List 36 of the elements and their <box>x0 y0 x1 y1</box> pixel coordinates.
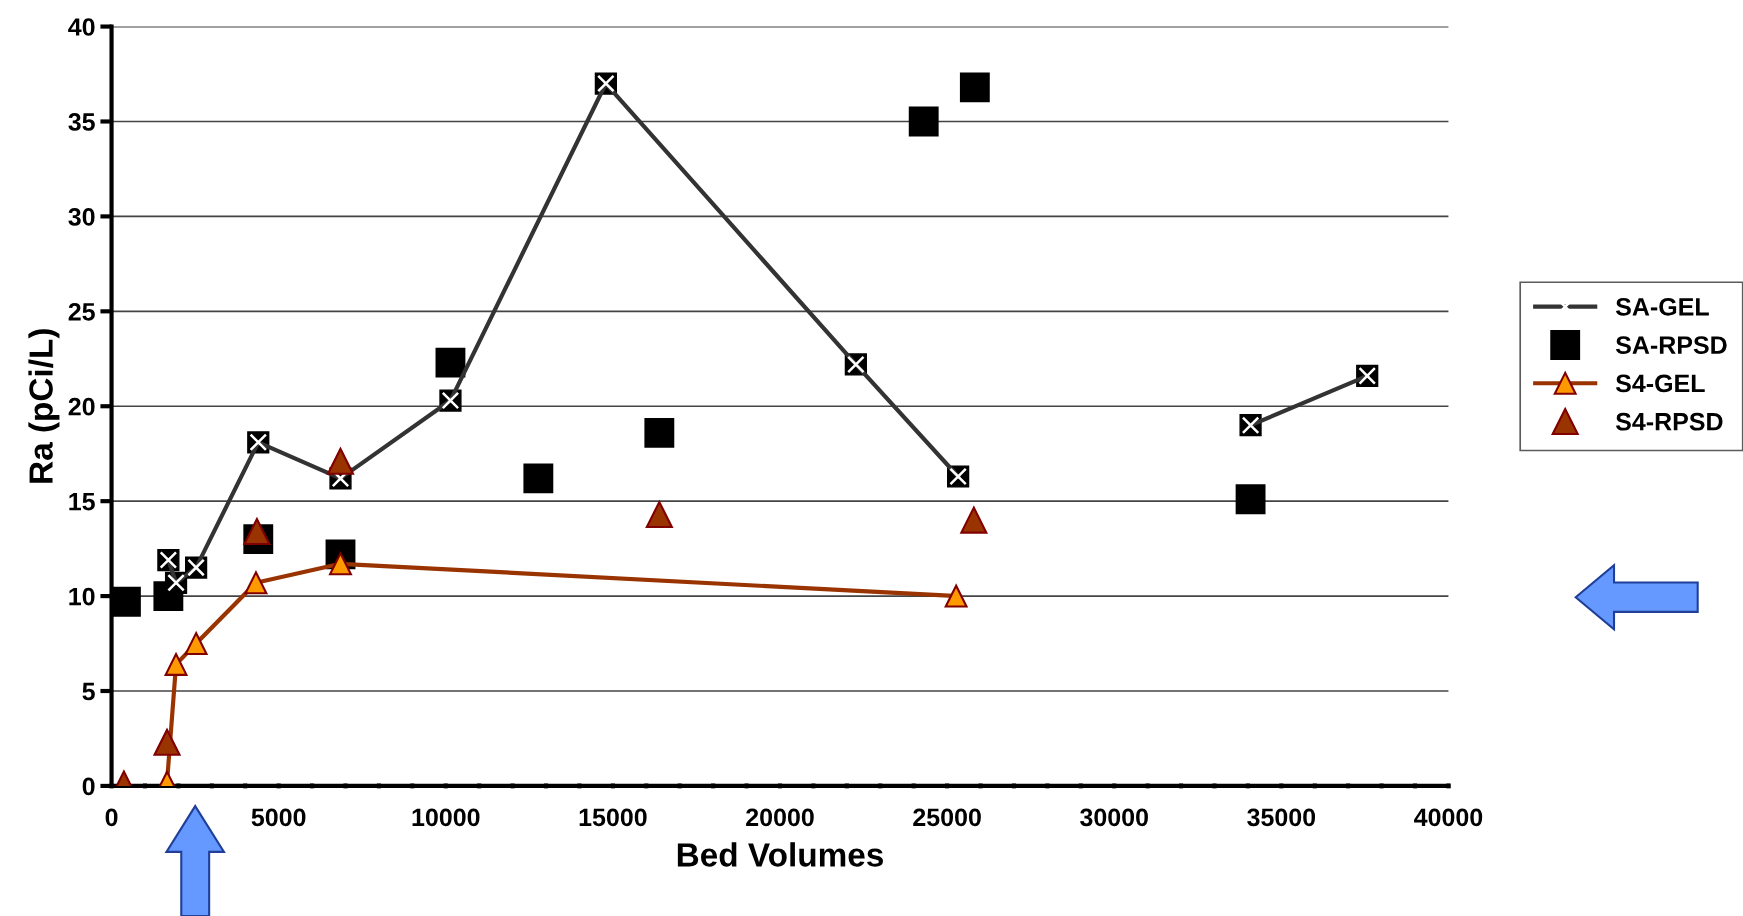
x-tick-label: 30000 <box>1080 808 1148 827</box>
y-tick-label: 20 <box>68 397 95 416</box>
x-tick-label: 40000 <box>1414 808 1483 827</box>
y-tick-label: 30 <box>68 208 95 226</box>
point <box>644 417 675 448</box>
point <box>326 447 355 475</box>
y-tick-label: 40 <box>68 18 95 36</box>
point <box>523 463 554 494</box>
x-tick-label: 35000 <box>1247 808 1316 827</box>
point <box>435 347 466 378</box>
legend-label: S4-RPSD <box>1615 412 1723 431</box>
x-tick-label: 10000 <box>412 808 480 827</box>
x-axis-title: Bed Volumes <box>677 842 883 867</box>
y-tick-label: 5 <box>82 682 95 701</box>
x-tick-label: 20000 <box>746 808 814 827</box>
point <box>645 500 673 528</box>
point <box>153 728 181 756</box>
y-tick-label: 10 <box>69 587 95 606</box>
y-tick-label: 35 <box>68 113 95 131</box>
point <box>243 518 271 546</box>
y-tick-label: 15 <box>69 493 95 511</box>
point <box>960 506 988 534</box>
x-tick-label: 25000 <box>913 808 981 827</box>
point <box>908 106 939 137</box>
legend-label: SA-RPSD <box>1615 336 1727 354</box>
point <box>1235 484 1266 515</box>
x-tick-label: 5000 <box>251 808 306 827</box>
x-tick-label: 15000 <box>579 808 647 827</box>
legend-label: SA-GEL <box>1615 297 1709 316</box>
point <box>959 72 990 103</box>
point <box>111 586 141 617</box>
y-axis-title: Ra (pCi/L) <box>28 329 60 483</box>
legend-label: S4-GEL <box>1615 374 1705 393</box>
y-tick-label: 0 <box>82 777 95 796</box>
x-tick-label: 0 <box>105 808 118 827</box>
y-tick-label: 25 <box>68 302 95 321</box>
